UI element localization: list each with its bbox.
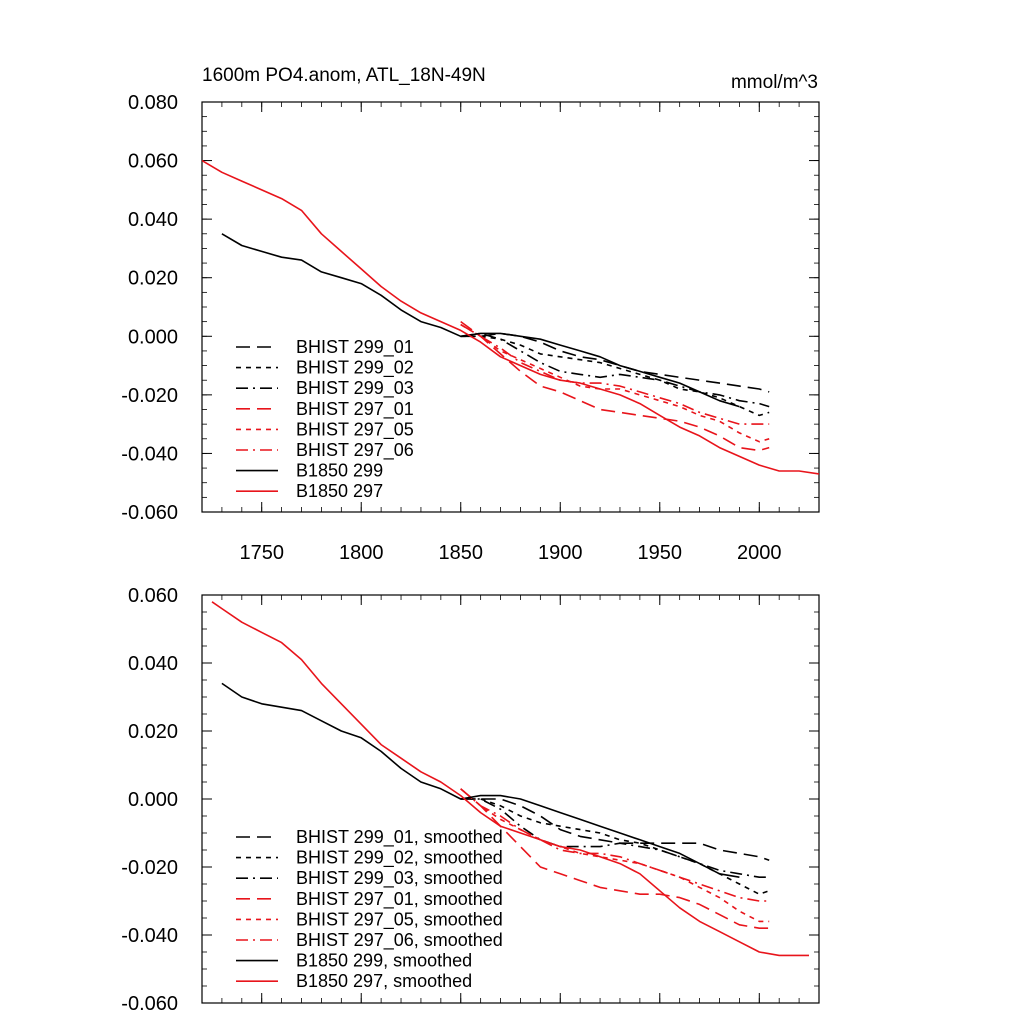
y-tick-label: -0.040 — [121, 443, 178, 465]
legend-label: BHIST 299_03, smoothed — [296, 868, 503, 889]
series-line — [460, 320, 770, 452]
legend-label: BHIST 299_01 — [296, 337, 414, 358]
legend-label: BHIST 299_03 — [296, 378, 414, 399]
x-tick-label: 2000 — [737, 542, 782, 564]
y-tick-label: 0.000 — [128, 789, 178, 811]
x-tick-label: 1850 — [438, 542, 483, 564]
series-line — [460, 788, 770, 930]
x-tick-label: 1750 — [239, 542, 284, 564]
y-tick-label: 0.040 — [128, 209, 178, 231]
legend-label: BHIST 297_06, smoothed — [296, 930, 503, 951]
y-tick-label: -0.060 — [121, 993, 178, 1015]
y-tick-label: -0.060 — [121, 502, 178, 524]
y-tick-label: -0.040 — [121, 925, 178, 947]
legend-label: BHIST 299_02 — [296, 358, 414, 379]
bottom-panel: 0.060 0.040 0.020 0.000 -0.020 -0.040 -0.060 BH… — [121, 585, 820, 1015]
series-line — [460, 788, 770, 902]
series-line — [460, 335, 770, 417]
series-line — [460, 788, 770, 923]
legend-label: B1850 299 — [296, 461, 383, 481]
y-tick-label: 0.080 — [128, 92, 178, 114]
series-line — [460, 323, 770, 425]
legend-label: BHIST 297_01, smoothed — [296, 889, 503, 910]
top-panel: 0.080 0.060 0.040 0.020 0.000 -0.020 -0.040 -0.… — [121, 92, 820, 564]
x-tick-label: 1950 — [638, 542, 683, 564]
series-line — [460, 798, 770, 861]
legend-label: B1850 297 — [296, 481, 383, 501]
legend-label: BHIST 299_02, smoothed — [296, 848, 503, 869]
chart-title: 1600m PO4.anom, ATL_18N-49N — [202, 65, 486, 86]
series-line — [221, 682, 740, 878]
legend-label: B1850 297, smoothed — [296, 971, 472, 991]
y-tick-label: 0.020 — [128, 268, 178, 290]
x-tick-label: 1900 — [538, 542, 583, 564]
legend-label: BHIST 297_01 — [296, 399, 414, 420]
y-tick-label: -0.020 — [121, 857, 178, 879]
series-line — [460, 323, 770, 443]
plot-frame — [201, 594, 820, 1004]
series-line — [221, 233, 740, 408]
series-line — [460, 798, 770, 879]
legend-label: BHIST 297_06 — [296, 440, 414, 461]
y-tick-label: 0.000 — [128, 326, 178, 348]
legend-label: BHIST 297_05, smoothed — [296, 909, 503, 930]
series-line — [202, 159, 819, 475]
y-tick-label: 0.040 — [128, 653, 178, 675]
series-line — [460, 798, 770, 896]
y-tick-label: 0.060 — [128, 151, 178, 173]
y-tick-label: 0.060 — [128, 585, 178, 607]
series-line — [211, 601, 809, 957]
y-tick-label: -0.020 — [121, 385, 178, 407]
legend-label: B1850 299, smoothed — [296, 951, 472, 971]
y-tick-label: 0.020 — [128, 721, 178, 743]
legend-label: BHIST 299_01, smoothed — [296, 827, 503, 848]
x-tick-label: 1800 — [339, 542, 384, 564]
units-label: mmol/m^3 — [731, 72, 818, 93]
series-line — [460, 332, 770, 408]
legend-label: BHIST 297_05 — [296, 419, 414, 440]
